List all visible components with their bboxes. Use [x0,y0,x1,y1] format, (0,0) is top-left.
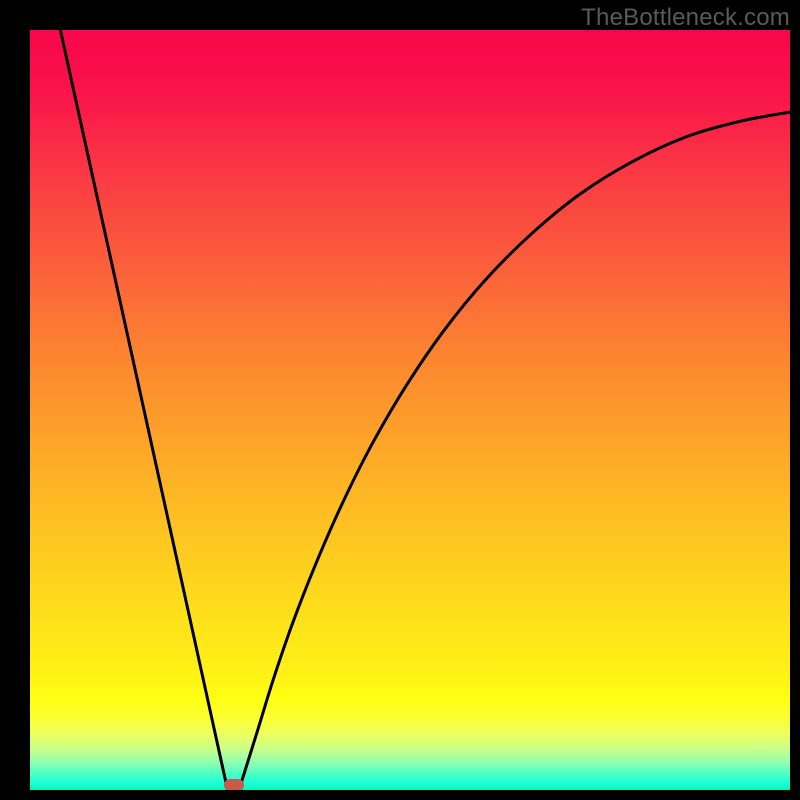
trough-marker [224,779,244,790]
watermark-text: TheBottleneck.com [581,4,790,32]
chart-container: TheBottleneck.com [0,0,800,800]
curve-left-branch [60,30,227,790]
curve-svg [30,30,790,790]
plot-area [30,30,790,790]
curve-right-branch [239,112,790,790]
